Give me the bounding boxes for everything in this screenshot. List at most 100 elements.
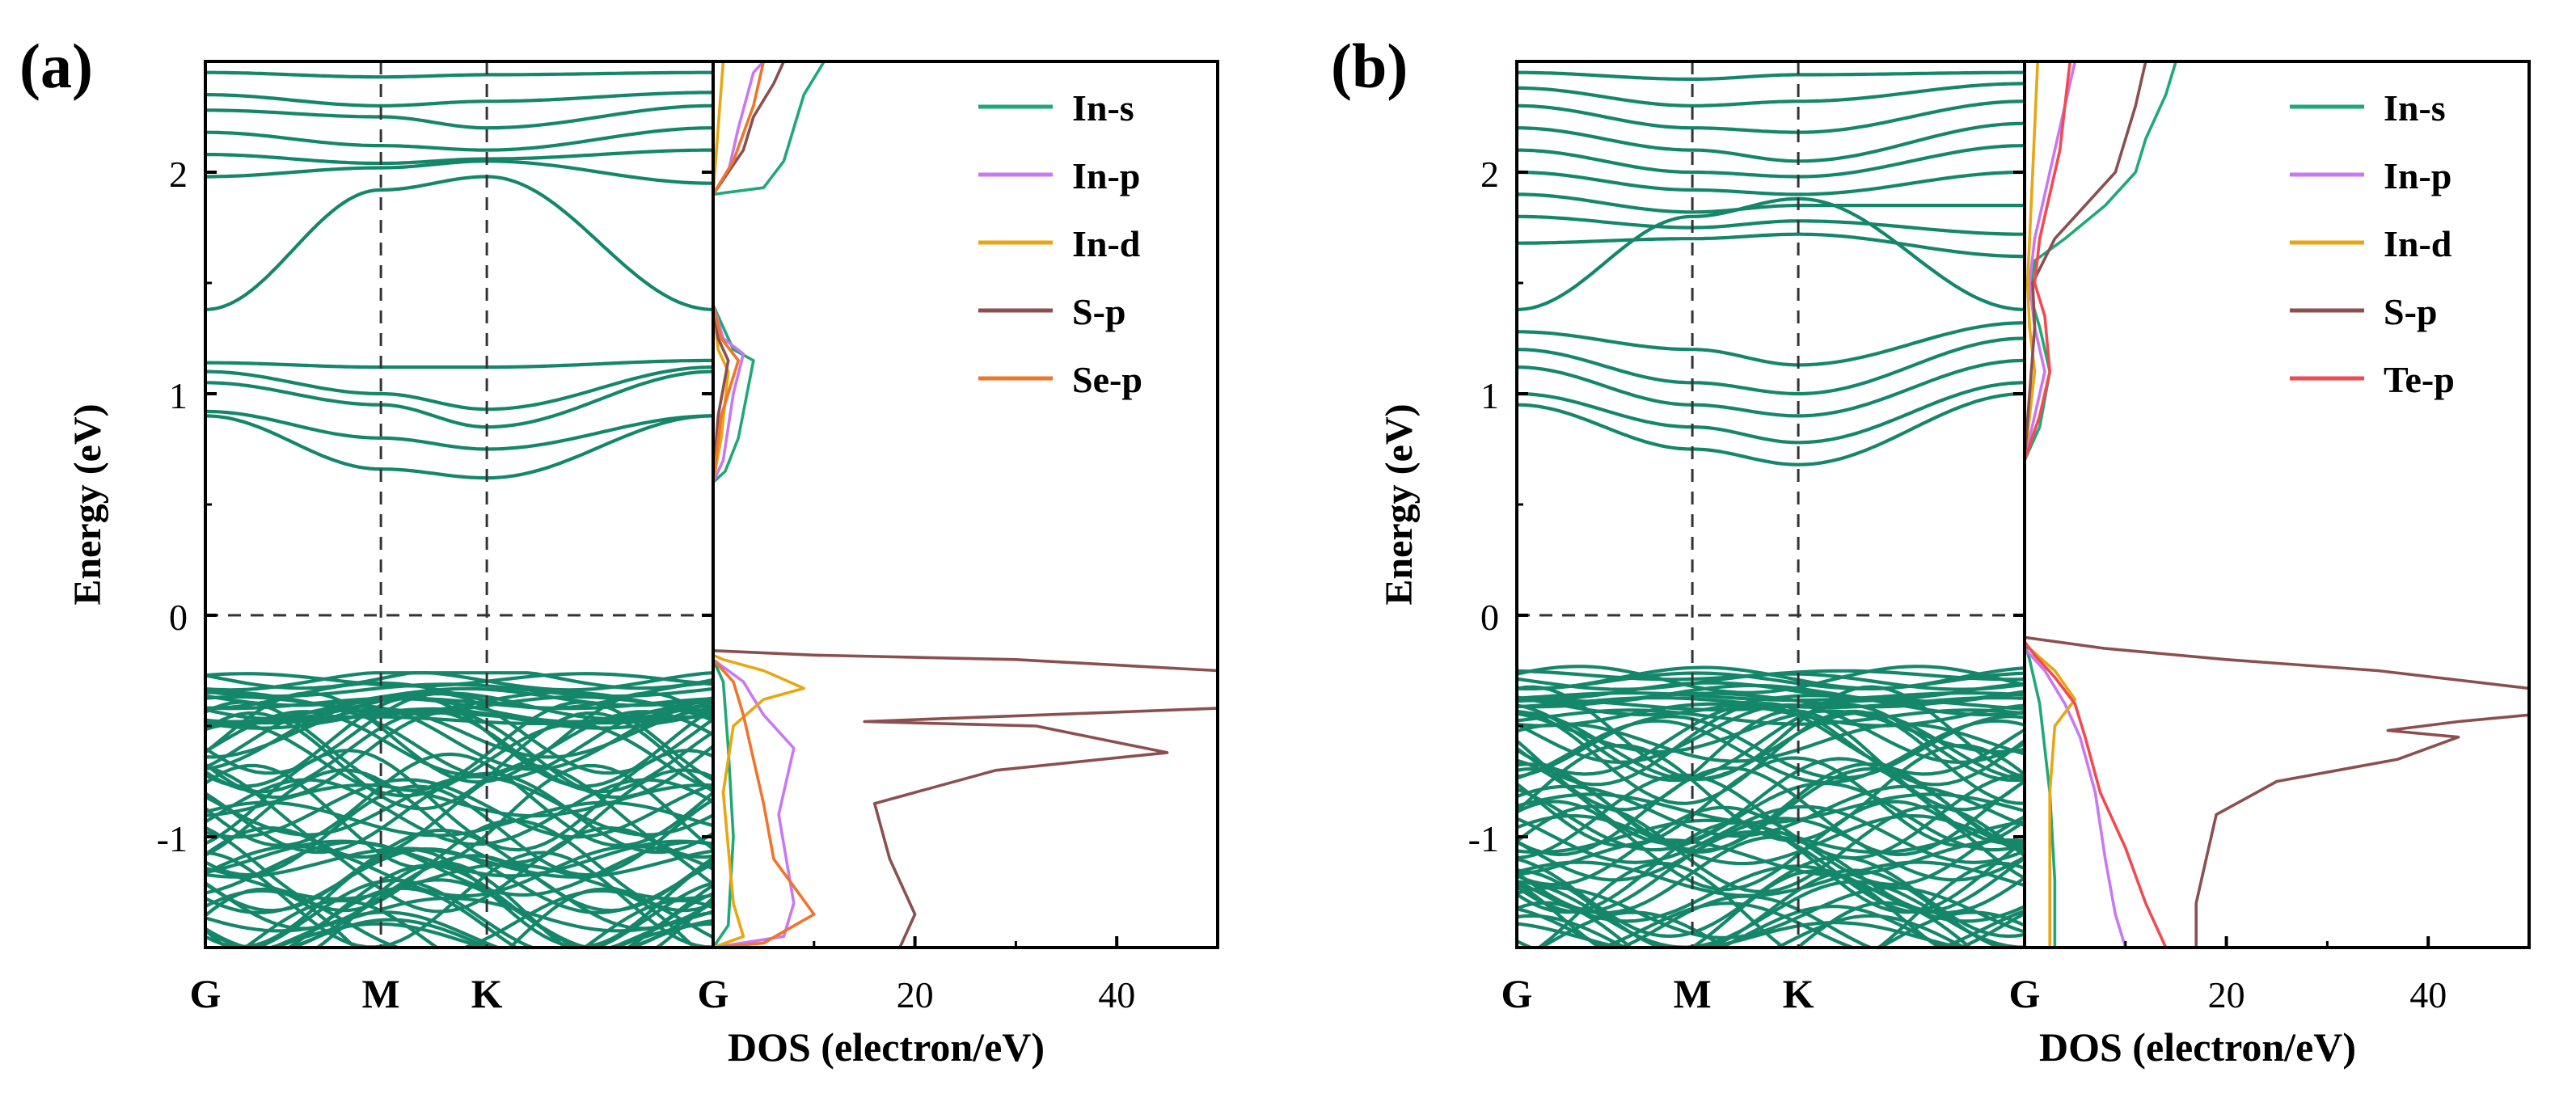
conduction-band-line [1517, 99, 2025, 134]
legend-label: Te-p [2384, 359, 2455, 400]
valence-band-line [1517, 894, 2025, 948]
valence-band-line [205, 764, 714, 859]
valence-band-line [205, 700, 715, 792]
valence-band-line [1517, 709, 2025, 754]
valence-band-line [1517, 830, 2026, 914]
valence-band-line [252, 878, 714, 948]
valence-band-line [1517, 921, 1970, 948]
valence-band-line [205, 748, 714, 852]
conduction-band-line [1517, 214, 2025, 236]
y-tick-label: 0 [1480, 597, 1499, 638]
conduction-band-line [205, 409, 713, 451]
valence-band-line [205, 710, 715, 794]
valence-band-line [242, 898, 714, 948]
conduction-band-line [1517, 70, 2025, 82]
legend-label: Se-p [1072, 359, 1142, 400]
legend-label: In-p [2384, 155, 2451, 196]
valence-band-line [205, 860, 715, 948]
dos-plot [712, 61, 1218, 948]
x-axis-title: DOS (electron/eV) [2039, 1024, 2356, 1070]
valence-band-line [205, 672, 714, 688]
valence-band-line [1517, 818, 2025, 855]
valence-band-line [1517, 901, 1974, 948]
valence-band-line [267, 910, 714, 948]
valence-band-line [205, 851, 714, 948]
legend-label: S-p [2384, 291, 2437, 332]
conduction-band-line [1517, 170, 2025, 196]
valence-band-line [205, 878, 715, 948]
valence-band-line [205, 840, 714, 897]
x-tick-label: 20 [897, 974, 934, 1015]
conduction-band-line [1517, 358, 2025, 418]
dos-frame [2023, 60, 2531, 949]
valence-band-line [1517, 665, 2025, 690]
valence-band-line [1517, 766, 2025, 853]
conduction-band-line [205, 126, 713, 152]
valence-band-line [1517, 709, 2025, 805]
k-point-label: G [2009, 971, 2041, 1016]
k-point-label: K [471, 971, 503, 1016]
valence-band-line [1517, 860, 2025, 897]
legend-label: S-p [1072, 291, 1125, 332]
valence-band-line [1535, 861, 2025, 948]
legend-label: In-d [2384, 223, 2452, 264]
valence-band-line [205, 707, 714, 759]
conduction-band-line [1517, 232, 2025, 259]
valence-band-line [1517, 813, 2025, 866]
conduction-band-line [205, 358, 713, 369]
valence-band-line [1517, 835, 2026, 915]
x-tick-label: 40 [1098, 974, 1135, 1015]
valence-band-line [1517, 665, 2025, 694]
valence-band-line [1517, 869, 1943, 948]
conduction-band-line [205, 91, 713, 108]
valence-band-line [205, 784, 715, 877]
x-tick-label: 40 [2409, 974, 2447, 1015]
y-tick-label: 1 [169, 375, 188, 416]
valence-band-line [205, 887, 697, 948]
conduction-band-line [1517, 144, 2025, 179]
conduction-band-line [205, 159, 713, 185]
valence-band-line [1517, 804, 2026, 894]
k-point-label: K [1783, 971, 1814, 1016]
conduction-band-line [1517, 82, 2025, 108]
y-tick-label: 2 [169, 154, 188, 195]
valence-band-line [1517, 691, 2025, 703]
panel-label: (b) [1331, 31, 1408, 101]
band-structure [1517, 70, 2026, 948]
valence-band-line [205, 825, 715, 914]
conduction-band-line [1517, 121, 2025, 163]
valence-band-line [205, 671, 714, 692]
valence-band-line [1517, 904, 1950, 948]
y-tick-label: 0 [169, 597, 188, 638]
valence-band-line [1517, 701, 2026, 787]
valence-band-line [205, 704, 714, 771]
y-tick-label: -1 [157, 818, 188, 859]
valence-band-line [205, 778, 714, 839]
valence-band-line [205, 671, 714, 690]
valence-band-line [1517, 838, 2025, 877]
conduction-band-line [1517, 381, 2025, 445]
valence-band-line [205, 686, 714, 707]
conduction-band-line [205, 148, 713, 166]
y-axis-title: Energy (eV) [66, 403, 109, 605]
conduction-band-line [205, 70, 713, 79]
legend-label: In-p [1072, 155, 1140, 196]
legend-label: In-s [2384, 87, 2446, 129]
valence-band-line [1517, 885, 2025, 940]
valence-band-line [205, 854, 715, 931]
valence-band-line [205, 771, 715, 855]
valence-band-line [205, 800, 714, 838]
legend: In-s In-p In-d S-p Te-p [2290, 87, 2455, 400]
y-tick-label: -1 [1468, 818, 1499, 859]
valence-band-line [1537, 910, 2025, 948]
panel-label: (a) [19, 31, 93, 101]
conduction-band-line [1517, 391, 2025, 466]
conduction-band-line [205, 414, 714, 480]
valence-band-line [1517, 880, 2025, 948]
valence-band-line [1517, 781, 2025, 852]
panel-b: (b) -1 0 1 2 Energy (eV) G M K G 20 40 DOS (electron… [1331, 31, 2531, 1070]
conduction-band-line [205, 365, 714, 412]
valence-band-line [205, 818, 714, 913]
valence-band-line [1517, 685, 2025, 781]
